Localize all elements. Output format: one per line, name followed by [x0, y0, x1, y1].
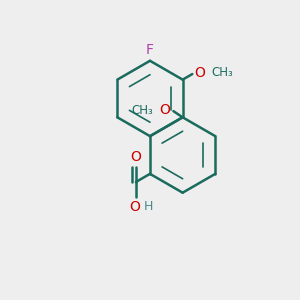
- Text: O: O: [195, 66, 206, 80]
- Text: O: O: [129, 200, 140, 214]
- Text: O: O: [130, 150, 141, 164]
- Text: O: O: [160, 103, 170, 117]
- Text: F: F: [146, 43, 154, 57]
- Text: H: H: [143, 200, 153, 213]
- Text: CH₃: CH₃: [212, 66, 233, 80]
- Text: CH₃: CH₃: [131, 104, 153, 117]
